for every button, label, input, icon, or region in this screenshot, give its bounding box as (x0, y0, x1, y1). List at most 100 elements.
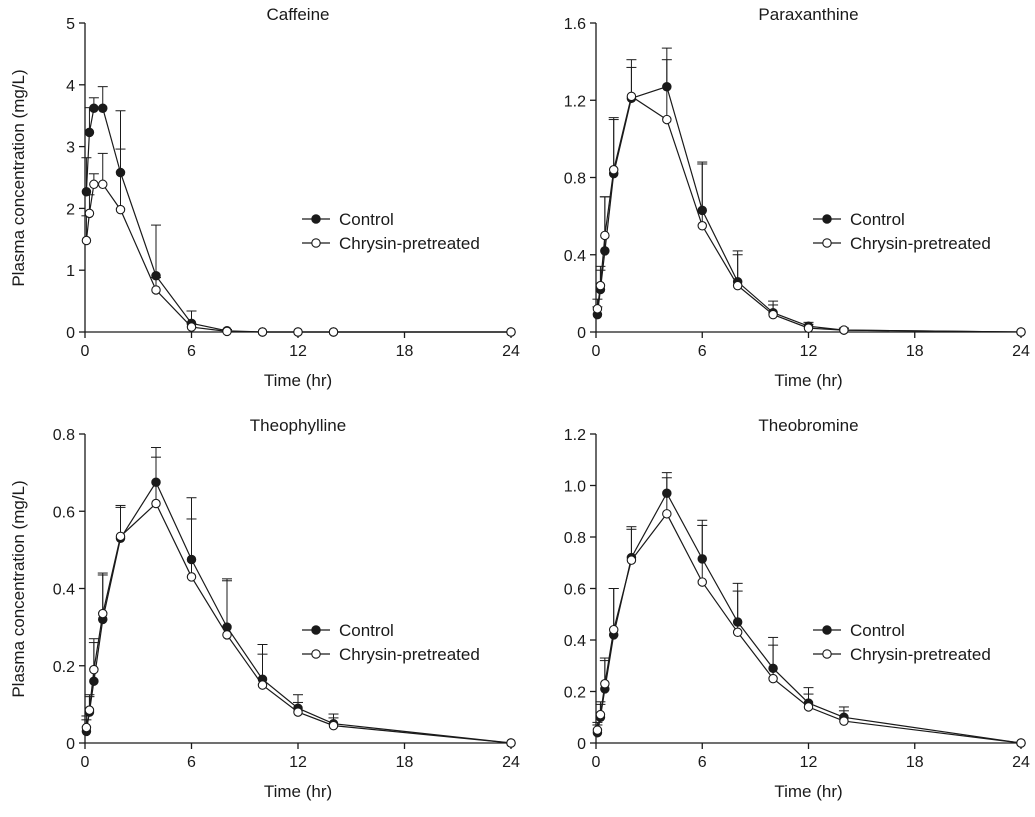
data-point-chrysin (626, 91, 637, 102)
data-point-chrysin (81, 235, 92, 246)
x-tick-label: 18 (396, 754, 414, 771)
data-point-chrysin (328, 327, 339, 337)
data-point-chrysin (595, 280, 606, 291)
data-point-chrysin (626, 555, 637, 565)
legend-marker (311, 214, 321, 224)
data-point-chrysin (595, 709, 606, 720)
data-point-chrysin (697, 577, 707, 587)
panel-title: Paraxanthine (758, 5, 858, 24)
x-tick-label: 18 (906, 343, 924, 360)
data-point-chrysin (98, 179, 108, 190)
y-tick-label: 0 (577, 736, 586, 753)
data-point-chrysin (600, 230, 610, 241)
x-tick-label: 0 (592, 754, 601, 771)
legend-label: Chrysin-pretreated (850, 645, 991, 664)
legend-label: Chrysin-pretreated (850, 234, 991, 253)
x-tick-label: 12 (800, 754, 818, 771)
data-point-chrysin (768, 309, 778, 320)
series-line (85, 502, 512, 744)
y-tick-label: 0.4 (564, 633, 586, 650)
series-chrysin (81, 456, 516, 748)
data-point-chrysin (732, 280, 743, 291)
data-point-chrysin (506, 327, 516, 337)
data-point-chrysin (151, 285, 161, 295)
data-point-chrysin (662, 114, 672, 125)
y-tick-label: 0.4 (53, 582, 75, 599)
x-axis-title: Time (hr) (774, 371, 842, 390)
legend-marker (311, 649, 321, 659)
data-point-chrysin (293, 327, 303, 337)
legend-marker (822, 238, 832, 248)
legend: Control Chrysin-pretreated (302, 621, 480, 664)
legend-label: Control (850, 621, 905, 640)
x-tick-label: 0 (81, 343, 90, 360)
x-tick-label: 12 (289, 343, 307, 360)
x-tick-label: 12 (289, 754, 307, 771)
legend: Control Chrysin-pretreated (302, 210, 480, 253)
data-point-chrysin (608, 624, 619, 635)
data-point-chrysin (151, 498, 161, 509)
legend-label: Chrysin-pretreated (339, 234, 480, 253)
series-chrysin (592, 477, 1026, 748)
x-tick-label: 24 (502, 754, 520, 771)
data-point-chrysin (222, 630, 232, 640)
data-point-chrysin (697, 221, 707, 231)
series-line (596, 85, 1022, 333)
data-point-control (89, 676, 99, 686)
data-point-chrysin (81, 722, 92, 733)
x-tick-label: 18 (396, 343, 414, 360)
legend-label: Control (339, 621, 394, 640)
legend-label: Control (850, 210, 905, 229)
data-point-chrysin (84, 705, 95, 715)
data-point-chrysin (839, 716, 849, 726)
legend-marker (822, 214, 832, 224)
data-point-chrysin (803, 702, 814, 712)
x-tick-label: 24 (1012, 754, 1030, 771)
figure-ylabel-bottom: Plasma concentration (mg/L) (9, 480, 28, 697)
panel-3: 0 0.2 0.4 0.6 0.8 0 6 12 18 24 Theophylline Time (h… (53, 416, 520, 801)
x-axis-title: Time (hr) (264, 371, 332, 390)
x-tick-label: 6 (187, 754, 196, 771)
figure-ylabel-top: Plasma concentration (mg/L) (9, 69, 28, 286)
y-tick-label: 0.8 (53, 427, 75, 444)
y-tick-label: 4 (66, 78, 75, 95)
data-point-control (84, 127, 95, 138)
x-tick-label: 12 (800, 343, 818, 360)
data-point-control (600, 246, 610, 256)
x-axis-title: Time (hr) (264, 782, 332, 801)
data-point-chrysin (89, 179, 99, 190)
panel-2: 0 0.4 0.8 1.2 1.6 0 6 12 18 24 Paraxanthine Time (h… (564, 5, 1030, 390)
legend-label: Control (339, 210, 394, 229)
data-point-chrysin (115, 204, 126, 215)
series-control (592, 47, 1026, 337)
data-point-chrysin (98, 608, 108, 619)
x-axis-title: Time (hr) (774, 782, 842, 801)
y-tick-label: 1.2 (564, 93, 586, 110)
x-tick-label: 6 (698, 343, 707, 360)
y-tick-label: 0.6 (53, 504, 75, 521)
x-tick-label: 0 (592, 343, 601, 360)
legend-marker (822, 649, 832, 659)
data-point-chrysin (115, 531, 126, 542)
x-tick-label: 18 (906, 754, 924, 771)
data-point-control (89, 103, 99, 114)
legend-marker (311, 625, 321, 635)
series-line (85, 183, 511, 333)
data-point-chrysin (592, 725, 603, 735)
series-line (596, 512, 1022, 744)
data-point-chrysin (608, 165, 619, 175)
y-tick-label: 1.2 (564, 427, 586, 444)
y-tick-label: 1.0 (564, 479, 586, 496)
y-tick-label: 1 (66, 263, 75, 280)
data-point-chrysin (186, 322, 197, 332)
data-point-chrysin (89, 664, 99, 675)
y-tick-label: 3 (66, 140, 75, 157)
y-tick-label: 5 (66, 16, 75, 33)
data-point-chrysin (662, 509, 672, 519)
data-point-chrysin (222, 326, 232, 337)
series-line (85, 481, 512, 744)
y-tick-label: 0.2 (53, 659, 75, 676)
series-chrysin (592, 59, 1026, 337)
